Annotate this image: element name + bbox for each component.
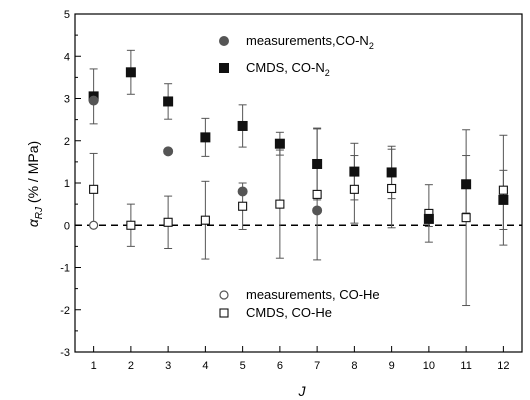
y-tick-label: -3: [60, 347, 70, 359]
data-point: [125, 67, 136, 78]
data-point: [423, 213, 434, 224]
x-tick-label: 7: [314, 360, 320, 372]
data-point: [312, 205, 323, 216]
y-axis-title-subscript: RJ: [34, 206, 45, 219]
x-tick-label: 12: [497, 360, 509, 372]
data-point: [163, 146, 174, 157]
data-point: [89, 220, 99, 230]
data-point: [163, 96, 174, 107]
x-tick-label: 3: [165, 360, 171, 372]
data-point: [163, 217, 173, 227]
data-point: [386, 167, 397, 178]
x-tick-label: 8: [351, 360, 357, 372]
legend-label: CMDS, CO-N2: [246, 60, 330, 78]
y-axis-title-symbol: α: [25, 218, 41, 227]
data-point: [461, 179, 472, 190]
x-tick-label: 11: [460, 360, 471, 372]
x-tick-label: 2: [128, 360, 134, 372]
data-point: [200, 215, 210, 225]
data-point: [88, 95, 99, 106]
data-point: [349, 184, 359, 194]
legend-label: measurements,CO-N2: [246, 33, 374, 51]
y-tick-label: 1: [64, 178, 70, 190]
data-point: [312, 158, 323, 169]
data-point: [312, 189, 322, 199]
y-tick-label: -1: [60, 263, 70, 275]
legend: measurements,CO-N2 CMDS, CO-N2 measurement…: [219, 33, 380, 320]
legend-label: measurements, CO-He: [246, 287, 380, 302]
y-axis-title-unit: (% / MPa): [25, 141, 41, 207]
y-tick-label: 5: [64, 9, 70, 21]
x-axis-title: J: [298, 383, 307, 399]
y-axis-title: αRJ (% / MPa): [25, 141, 45, 227]
data-point: [387, 183, 397, 194]
data-point: [237, 120, 248, 131]
legend-label: CMDS, CO-He: [246, 305, 332, 320]
data-point: [275, 199, 285, 209]
x-tick-label: 4: [202, 360, 208, 372]
y-tick-label: -2: [60, 305, 70, 317]
legend-marker: [219, 36, 229, 46]
legend-marker: [219, 63, 229, 73]
data-point: [238, 201, 248, 211]
data-point: [349, 166, 360, 177]
y-tick-label: 0: [64, 220, 70, 232]
x-tick-label: 5: [240, 360, 246, 372]
data-point: [274, 138, 285, 149]
x-tick-label: 10: [423, 360, 435, 372]
data-point: [461, 213, 471, 223]
legend-marker: [219, 290, 229, 300]
data-point: [237, 186, 248, 197]
x-tick-label: 9: [389, 360, 395, 372]
data-point: [89, 184, 99, 194]
data-point: [498, 185, 508, 195]
y-tick-label: 3: [64, 94, 70, 106]
y-tick-label: 2: [64, 136, 70, 148]
legend-marker: [219, 308, 229, 318]
x-tick-label: 6: [277, 360, 283, 372]
data-point: [200, 132, 211, 143]
data-point: [126, 220, 136, 230]
x-tick-label: 1: [91, 360, 97, 372]
data-point: [498, 194, 509, 205]
y-tick-label: 4: [64, 51, 70, 63]
